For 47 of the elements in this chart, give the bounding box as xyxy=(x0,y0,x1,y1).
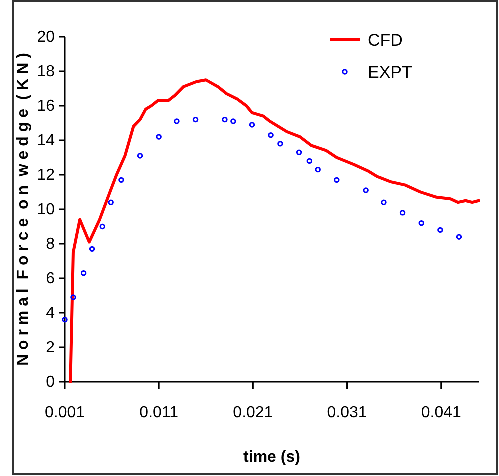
point xyxy=(108,200,114,206)
y-tick-label: 8 xyxy=(46,236,56,254)
legend-label: EXPT xyxy=(368,62,412,82)
point xyxy=(418,220,424,226)
point xyxy=(89,246,96,252)
x-tick-label: 0.001 xyxy=(44,404,86,422)
point xyxy=(192,116,199,123)
y-tick-label: 14 xyxy=(37,132,56,150)
y-tick-label: 6 xyxy=(46,270,56,288)
point xyxy=(456,234,462,240)
point xyxy=(278,141,284,147)
y-tick-label: 12 xyxy=(37,167,56,184)
x-tick-label: 0.041 xyxy=(421,404,462,422)
point xyxy=(137,153,144,159)
point xyxy=(438,227,444,234)
point xyxy=(174,118,180,124)
y-tick-label: 16 xyxy=(37,98,56,116)
point xyxy=(222,116,228,123)
y-tick-label: 20 xyxy=(37,29,56,46)
point xyxy=(70,294,76,300)
x-axis-title: time (s) xyxy=(244,449,300,466)
x-tick-label: 0.021 xyxy=(233,404,274,422)
point xyxy=(62,317,68,323)
x-tick-label: 0.031 xyxy=(327,404,368,422)
x-tick-label: 0.011 xyxy=(140,404,179,422)
legend-label: CFD xyxy=(368,30,403,50)
point xyxy=(400,210,406,216)
point xyxy=(118,177,124,184)
point xyxy=(315,166,321,173)
point xyxy=(363,188,369,194)
y-axis-title: N o r m a l F o r c e o n w e d g e ( K N ) xyxy=(15,53,32,366)
point xyxy=(296,150,302,156)
y-tick-label: 18 xyxy=(37,64,56,81)
y-tick-label: 4 xyxy=(46,305,56,322)
point xyxy=(80,270,87,276)
point xyxy=(381,200,387,206)
point xyxy=(156,134,162,140)
y-tick-label: 2 xyxy=(46,340,56,357)
line-series xyxy=(69,78,480,384)
point xyxy=(306,158,312,164)
point xyxy=(230,118,236,124)
y-tick-label: 0 xyxy=(46,374,56,392)
y-tick-label: 10 xyxy=(37,202,56,219)
point xyxy=(334,177,340,184)
point xyxy=(100,224,106,230)
point xyxy=(249,122,256,128)
point xyxy=(268,132,274,138)
